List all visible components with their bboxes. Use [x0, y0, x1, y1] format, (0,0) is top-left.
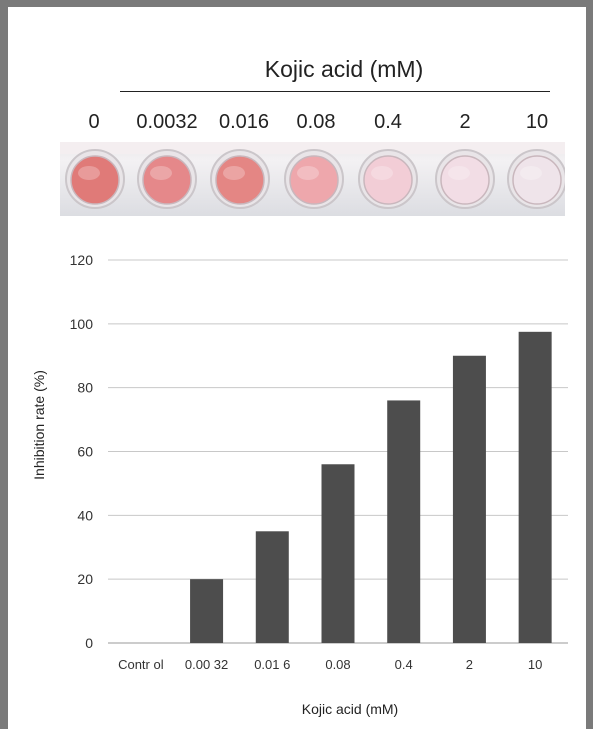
plate-title-rule: [120, 91, 550, 92]
bar: [321, 464, 355, 643]
y-tick-label: 100: [70, 316, 94, 332]
well-highlight: [520, 166, 542, 180]
x-tick-label: 0.4: [395, 657, 413, 672]
well: [512, 155, 562, 205]
y-tick-label: 120: [70, 252, 94, 268]
y-tick-label: 60: [77, 444, 93, 460]
plate-conc-label: 0.08: [296, 111, 336, 133]
well-plate-photo: [60, 142, 565, 216]
well: [440, 155, 490, 205]
bar: [190, 579, 224, 643]
y-tick-label: 20: [77, 571, 93, 587]
y-tick-label: 0: [85, 635, 93, 651]
well-highlight: [448, 166, 470, 180]
plate-conc-label: 0: [88, 111, 100, 133]
bar: [255, 531, 289, 643]
plate-conc-label: 10: [525, 111, 549, 133]
bar: [452, 355, 486, 643]
plate-conc-label: 0.0032: [136, 111, 198, 133]
well: [70, 155, 120, 205]
well: [363, 155, 413, 205]
bar: [387, 400, 421, 643]
well-highlight: [150, 166, 172, 180]
x-axis-label: Kojic acid (mM): [302, 701, 398, 717]
plate-conc-label: 2: [459, 111, 471, 133]
well: [289, 155, 339, 205]
x-tick-label: 0.08: [325, 657, 350, 672]
well-highlight: [371, 166, 393, 180]
plate-conc-label: 0.016: [218, 111, 270, 133]
y-tick-label: 80: [77, 380, 93, 396]
well: [215, 155, 265, 205]
plate-title: Kojic acid (mM): [264, 56, 424, 82]
x-tick-label: 0.01 6: [254, 657, 290, 672]
well-highlight: [297, 166, 319, 180]
plate-top-strip: [60, 142, 565, 154]
well-highlight: [78, 166, 100, 180]
x-tick-label: 2: [466, 657, 473, 672]
x-tick-label: Contr ol: [118, 657, 164, 672]
well: [142, 155, 192, 205]
well-highlight: [223, 166, 245, 180]
x-tick-label: 0.00 32: [185, 657, 228, 672]
bar: [518, 331, 552, 643]
x-tick-label: 10: [528, 657, 542, 672]
plate-conc-label: 0.4: [374, 111, 402, 133]
y-tick-label: 40: [77, 507, 93, 523]
y-axis-label: Inhibition rate (%): [31, 370, 47, 480]
